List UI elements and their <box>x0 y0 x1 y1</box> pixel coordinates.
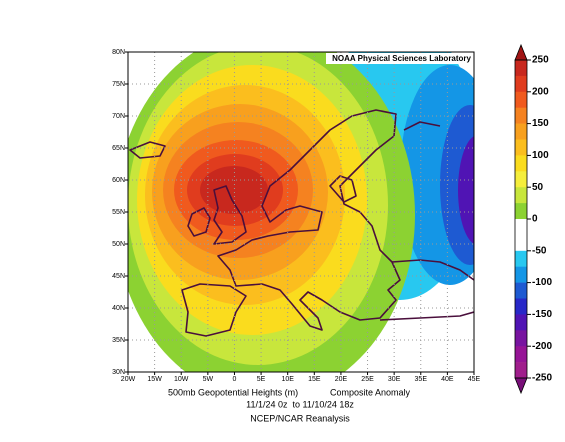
colorbar-segment <box>515 234 527 252</box>
colorbar-segment <box>515 314 527 331</box>
colorbar-segment <box>515 362 527 379</box>
lon-label: 10E <box>281 376 294 383</box>
colorbar-segment <box>515 346 527 363</box>
caption-kind: Composite Anomaly <box>330 387 411 397</box>
credit-box <box>326 53 473 64</box>
colorbar-segment <box>515 219 527 236</box>
credit: NOAA Physical Sciences Laboratory <box>332 54 471 63</box>
caption-source: NCEP/NCAR Reanalysis <box>250 413 350 423</box>
colorbar-segment <box>515 203 527 220</box>
lat-label: 40N <box>112 305 125 312</box>
lat-label: 55N <box>112 209 125 216</box>
lat-label: 45N <box>112 273 125 280</box>
colorbar-label: 100 <box>532 150 549 161</box>
graticule <box>125 51 475 375</box>
colorbar-label: -100 <box>532 277 552 288</box>
colorbar-segment <box>515 75 527 93</box>
colorbar: 250 200 150 100 50 0 -50 -100 -150 -200 -250 <box>514 43 552 395</box>
colorbar-segment <box>515 123 527 140</box>
colorbar-label: 250 <box>532 55 549 66</box>
lat-label: 65N <box>112 145 125 152</box>
colorbar-segment <box>515 60 527 77</box>
colorbar-label: 0 <box>532 214 538 225</box>
lon-label: 35E <box>415 376 428 383</box>
colorbar-label: 150 <box>532 118 549 129</box>
lon-label: 45E <box>468 376 481 383</box>
lon-label: 15E <box>308 376 321 383</box>
colorbar-segment <box>515 139 527 156</box>
colorbar-segment <box>515 155 527 172</box>
caption-variable: 500mb Geopotential Heights (m) <box>168 387 298 397</box>
colorbar-segment <box>515 266 527 283</box>
colorbar-segment <box>515 187 527 204</box>
colorbar-label: -200 <box>532 341 552 352</box>
lon-label: 10W <box>174 376 189 383</box>
colorbar-segment <box>515 250 527 267</box>
map-frame <box>127 51 475 373</box>
colorbar-label: 200 <box>532 86 549 97</box>
lon-label: 15W <box>147 376 162 383</box>
colorbar-segment <box>515 91 527 108</box>
colorbar-label: -50 <box>532 245 547 256</box>
lat-label: 70N <box>112 113 125 120</box>
colorbar-arrow <box>514 43 528 61</box>
colorbar-segment <box>515 107 527 124</box>
lon-label: 40E <box>441 376 454 383</box>
lat-label: 60N <box>112 177 125 184</box>
anomaly-field <box>128 52 474 372</box>
colorbar-segment <box>515 282 527 299</box>
colorbar-arrow <box>514 377 528 395</box>
lat-label: 30N <box>112 369 125 376</box>
lat-label: 35N <box>112 337 125 344</box>
lon-label: 30E <box>388 376 401 383</box>
colorbar-label: -250 <box>532 373 552 384</box>
lon-label: 5E <box>257 376 266 383</box>
caption-period: 11/1/24 0z to 11/10/24 18z <box>246 399 354 409</box>
colorbar-segment <box>515 330 527 347</box>
colorbar-label: 50 <box>532 182 544 193</box>
lon-label: 20E <box>335 376 348 383</box>
colorbar-segment <box>515 171 527 188</box>
lon-label: 5W <box>203 376 214 383</box>
lat-label: 80N <box>112 49 125 56</box>
lon-label: 25E <box>361 376 374 383</box>
lon-label: 0 <box>233 376 237 383</box>
colorbar-segment <box>515 298 527 315</box>
colorbar-label: -150 <box>532 309 552 320</box>
lat-label: 75N <box>112 81 125 88</box>
lon-label: 20W <box>121 376 136 383</box>
lat-label: 50N <box>112 241 125 248</box>
